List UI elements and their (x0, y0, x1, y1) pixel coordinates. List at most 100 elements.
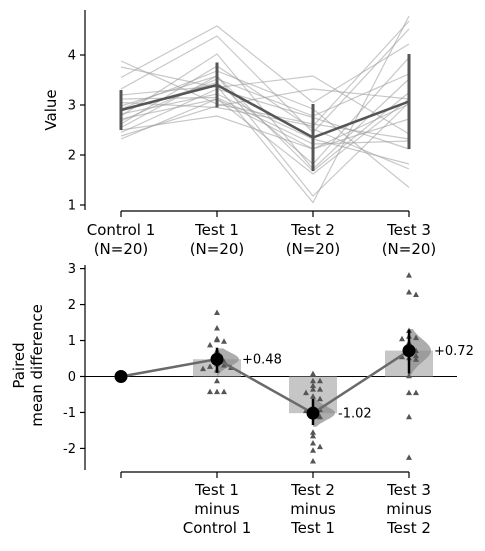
mean-difference-label: -1.02 (338, 407, 372, 422)
individual-difference-point (200, 365, 206, 372)
individual-difference-point (406, 454, 412, 460)
paired-observation-line (120, 28, 410, 134)
individual-difference-point (310, 393, 316, 399)
paired-observation-line (120, 66, 410, 135)
paired-observation-line (120, 88, 410, 150)
y-axis-title: Pairedmean difference (10, 304, 46, 427)
x-tick-label-line: Test 3 (386, 481, 431, 499)
y-tick-label: 3 (68, 99, 76, 114)
y-tick-label: 1 (68, 199, 76, 214)
individual-difference-point (317, 386, 323, 392)
individual-difference-point (310, 440, 316, 446)
x-tick-label: Test 2 minus Test 1 (290, 481, 336, 537)
individual-difference-point (214, 336, 220, 343)
x-tick-label-line: Test 1 (194, 481, 239, 499)
x-tick-label-line: (N=20) (94, 240, 149, 258)
individual-difference-point (310, 429, 316, 435)
individual-difference-point (310, 458, 316, 464)
individual-difference-point (310, 382, 316, 388)
y-tick-label: 1 (68, 334, 76, 349)
y-tick-label: 4 (68, 49, 76, 64)
y-tick-label: -2 (63, 442, 76, 457)
individual-difference-point (413, 291, 419, 297)
bootstrap-distribution (217, 348, 239, 376)
x-tick-label-line: (N=20) (286, 240, 341, 258)
x-tick-label-line: Control 1 (87, 221, 156, 239)
individual-difference-point (214, 377, 220, 384)
individual-difference-point (317, 395, 323, 402)
paired-observation-line (120, 93, 410, 165)
individual-difference-point (406, 272, 412, 278)
paired-observation-line (120, 98, 410, 175)
x-tick-label-line: Control 1 (183, 519, 252, 537)
x-tick-label-line: minus (386, 500, 432, 518)
individual-difference-point (413, 389, 419, 396)
individual-difference-point (310, 447, 316, 453)
individual-difference-point (303, 389, 309, 396)
individual-difference-point (214, 309, 220, 315)
x-tick-label-line: Test 2 (290, 221, 335, 239)
x-tick-label: Test 3 (N=20) (382, 221, 437, 258)
individual-difference-point (310, 386, 316, 392)
paired-observation-line (120, 75, 410, 172)
y-tick-label: 3 (68, 262, 76, 277)
y-axis-title: Value (42, 89, 60, 130)
x-tick-label-line: Test 3 (386, 221, 431, 239)
individual-difference-point (214, 388, 220, 395)
mean-difference-point (210, 352, 224, 366)
individual-difference-point (310, 432, 316, 439)
x-tick-label-line: minus (194, 500, 240, 518)
individual-difference-point (221, 388, 227, 395)
paired-observation-line (120, 88, 410, 137)
x-tick-label: Test 1 minus Control 1 (183, 481, 252, 537)
individual-difference-point (406, 413, 412, 420)
individual-difference-point (413, 334, 419, 341)
x-tick-label: Test 1 (N=20) (190, 221, 245, 258)
paired-observation-line (120, 70, 410, 188)
individual-difference-point (413, 356, 419, 362)
x-tick-label: Test 3 minus Test 2 (386, 481, 432, 537)
y-axis-title-line: mean difference (28, 304, 46, 427)
paired-observation-line (120, 15, 410, 204)
x-tick-label-line: minus (290, 500, 336, 518)
individual-difference-point (406, 389, 412, 396)
group-mean-line (120, 83, 410, 139)
individual-difference-point (221, 338, 227, 344)
y-tick-label: -1 (63, 406, 76, 421)
x-tick-label: Test 2 (N=20) (286, 221, 341, 258)
individual-difference-point (207, 388, 213, 395)
individual-difference-point (207, 363, 213, 369)
bootstrap-distribution (409, 329, 431, 375)
individual-difference-point (317, 377, 323, 384)
mean-difference-label: +0.48 (242, 353, 282, 368)
individual-difference-point (310, 370, 316, 377)
individual-difference-point (221, 361, 227, 368)
x-tick-label-line: Test 1 (194, 221, 239, 239)
mean-difference-point (306, 406, 320, 420)
y-tick-label: 0 (68, 370, 76, 385)
mean-difference-point (114, 369, 128, 383)
individual-difference-point (317, 413, 323, 420)
individual-difference-point (406, 372, 412, 379)
individual-difference-point (214, 324, 220, 331)
x-tick-label: Control 1 (N=20) (87, 221, 156, 258)
mean-difference-point (402, 344, 416, 358)
individual-difference-point (413, 352, 419, 359)
x-tick-label-line: Test 1 (290, 519, 335, 537)
individual-difference-point (406, 288, 412, 295)
y-tick-label: 2 (68, 149, 76, 164)
bootstrap-distribution (313, 398, 335, 427)
y-axis-title-line: Paired (10, 342, 28, 388)
x-tick-label-line: (N=20) (190, 240, 245, 258)
x-tick-label-line: Test 2 (290, 481, 335, 499)
individual-difference-point (310, 377, 316, 384)
x-tick-label-line: Test 2 (386, 519, 431, 537)
individual-difference-point (399, 335, 405, 342)
y-tick-label: 2 (68, 298, 76, 313)
x-tick-label-line: (N=20) (382, 240, 437, 258)
mean-difference-label: +0.72 (434, 344, 474, 359)
paired-observation-line (120, 103, 410, 150)
